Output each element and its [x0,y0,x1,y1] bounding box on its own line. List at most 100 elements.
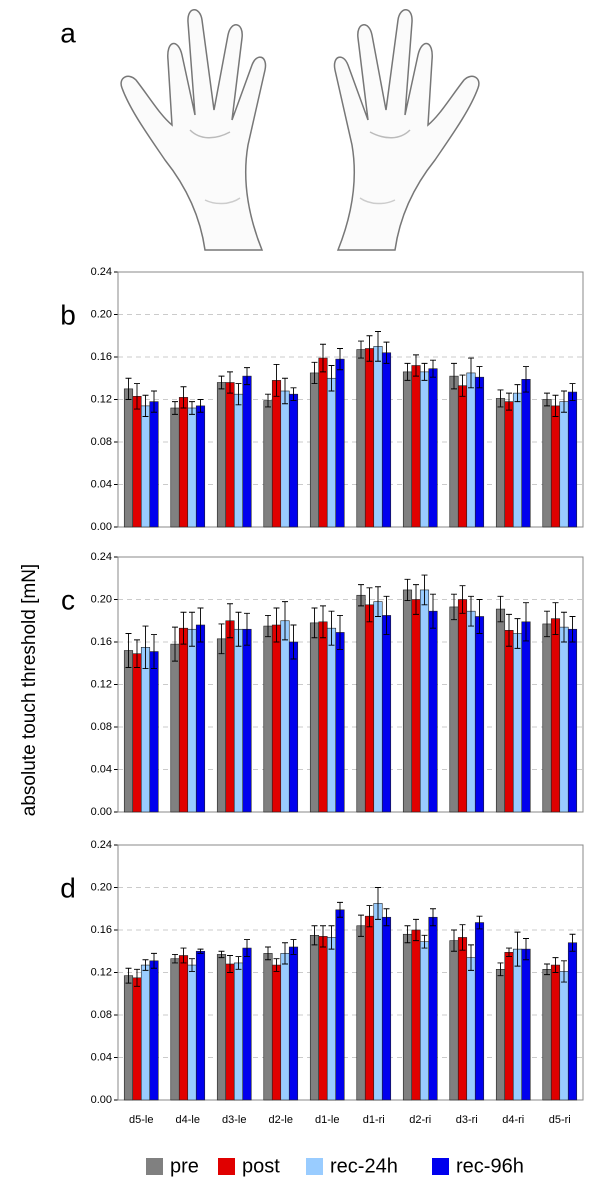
y-axis-label: absolute touch threshold [mN] [19,564,40,816]
plot-frame [117,844,584,1101]
y-tick-label: 0.24 [91,839,112,851]
bar [178,627,189,813]
bar [309,622,320,813]
y-tick-label: 0.00 [91,521,112,533]
error-bar [311,925,318,946]
panel-label: d [60,872,76,903]
panel-label: b [60,299,76,330]
error-bar [523,938,529,961]
error-bar [383,341,390,364]
error-bar [273,607,280,643]
bar [263,625,273,813]
left-hand [120,9,267,251]
bar [288,641,299,813]
bar [271,964,282,1101]
error-bar [468,944,474,971]
bar [542,969,552,1101]
y-tick-label: 0.12 [91,393,112,405]
bar [187,964,197,1101]
bar [567,628,578,813]
error-bar [197,948,204,954]
bar [381,916,392,1101]
error-bar [142,394,149,417]
legend-swatch [306,1158,323,1175]
bar [225,382,235,528]
error-bar [430,359,436,378]
bar [170,958,180,1101]
bar [178,955,189,1101]
error-bar [180,386,187,409]
error-bar [468,595,474,627]
error-bar [569,616,576,643]
error-bar [172,626,178,662]
error-bar [218,623,225,655]
bar [466,610,476,813]
bar [521,379,531,528]
bar [187,407,197,528]
error-bar [273,363,280,397]
error-bar [404,925,411,944]
bar [419,589,430,813]
error-bar [142,959,149,971]
bar [550,618,561,813]
bar [318,621,328,813]
error-bar [282,377,288,405]
error-bar [189,958,195,972]
error-bar [290,387,297,402]
bar [373,601,383,813]
error-bar [172,953,178,964]
error-bar [497,962,504,977]
error-bar [413,354,419,377]
bar [457,599,468,813]
error-bar [227,371,233,394]
error-bar [506,392,512,411]
bar [242,375,252,528]
y-tick-label: 0.12 [91,966,112,978]
bar [263,953,273,1101]
bar [309,372,320,528]
bar [318,357,328,528]
y-tick-label: 0.00 [91,1094,112,1106]
bar [195,950,206,1101]
bar [542,623,552,813]
x-tick-label: d2-le [269,1114,293,1126]
bar [263,400,273,528]
bar [449,606,459,813]
y-tick-label: 0.20 [91,881,112,893]
bar [280,953,290,1101]
y-tick-label: 0.04 [91,478,112,490]
bar [428,368,438,528]
error-bar [552,957,559,973]
legend-swatch [146,1158,163,1175]
bar [140,964,151,1101]
error-bar [404,578,411,602]
bar [542,399,552,528]
error-bar [151,952,157,969]
bar [466,372,476,528]
bar [504,630,514,813]
bar [326,377,337,528]
bar [381,352,392,528]
error-bar [497,389,504,408]
bar [411,599,421,813]
bar [512,392,523,528]
bar [504,401,514,528]
x-tick-label: d3-ri [456,1114,478,1126]
error-bar [366,587,373,623]
error-bar [235,956,242,970]
legend-label: rec-96h [456,1155,524,1177]
bar [149,401,159,528]
error-bar [358,584,364,607]
bar [288,393,299,528]
bar [373,346,383,528]
error-bar [320,343,326,373]
bar [271,380,282,528]
bar [567,942,578,1101]
y-tick-label: 0.24 [91,551,112,563]
y-tick-label: 0.00 [91,806,112,818]
error-bar [544,963,550,976]
panel-label: a [60,17,76,48]
y-tick-label: 0.20 [91,593,112,605]
bar [356,349,366,528]
error-bar [375,887,381,920]
